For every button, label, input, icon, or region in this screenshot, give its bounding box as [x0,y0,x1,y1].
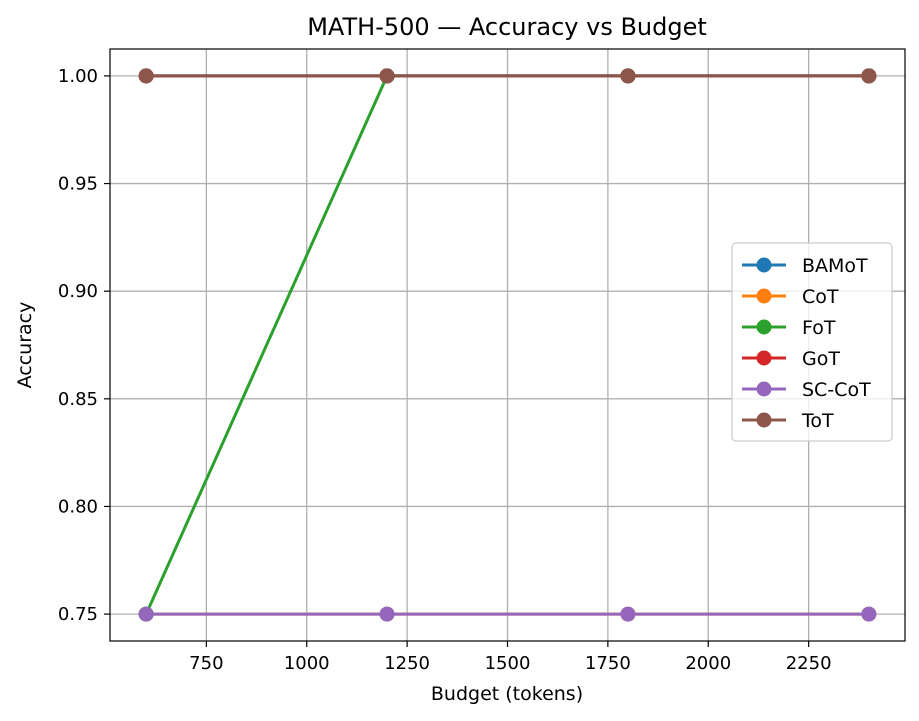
y-tick-label: 0.95 [58,174,98,195]
legend-label: SC-CoT [802,379,871,401]
legend-item-sc-cot: SC-CoT [742,379,871,401]
legend-label: ToT [801,410,834,432]
x-axis-label: Budget (tokens) [431,683,583,705]
legend-marker [756,350,772,366]
series-tot [138,68,877,84]
legend-item-cot: CoT [742,286,839,308]
y-tick-label: 1.00 [58,66,98,87]
data-point-sc-cot [620,606,636,622]
legend-label: CoT [802,286,839,308]
legend-label: FoT [802,317,836,339]
x-tick-label: 1750 [585,653,631,674]
legend-marker [756,412,772,428]
y-tick-label: 0.85 [58,389,98,410]
data-point-tot [138,68,154,84]
data-point-sc-cot [861,606,877,622]
legend-marker [756,381,772,397]
series-sc-cot [138,606,877,622]
x-tick-label: 2250 [786,653,832,674]
x-tick-label: 2000 [685,653,731,674]
data-point-sc-cot [379,606,395,622]
legend: BAMoT CoT FoT GoT SC-CoT ToT [731,242,893,442]
data-point-sc-cot [138,606,154,622]
legend-marker [756,257,772,273]
legend-item-bamot: BAMoT [742,255,868,277]
series-layer [138,68,877,622]
x-axis-ticks: 750 1000 1250 1500 1750 2000 2250 [189,641,832,674]
legend-item-got: GoT [742,348,840,370]
legend-box [731,242,893,442]
data-point-tot [861,68,877,84]
legend-label: GoT [802,348,840,370]
y-tick-label: 0.75 [58,604,98,625]
y-axis-label: Accuracy [14,302,36,389]
legend-marker [756,319,772,335]
x-tick-label: 1500 [485,653,531,674]
data-point-tot [620,68,636,84]
y-axis-ticks: 0.75 0.80 0.85 0.90 0.95 1.00 [58,66,110,625]
legend-item-tot: ToT [742,410,834,432]
legend-item-fot: FoT [742,317,836,339]
y-tick-label: 0.90 [58,281,98,302]
x-tick-label: 1000 [284,653,330,674]
y-tick-label: 0.80 [58,496,98,517]
data-point-tot [379,68,395,84]
chart-title: MATH-500 — Accuracy vs Budget [307,13,707,41]
x-tick-label: 1250 [384,653,430,674]
legend-label: BAMoT [802,255,868,277]
legend-marker [756,288,772,304]
x-tick-label: 750 [189,653,223,674]
